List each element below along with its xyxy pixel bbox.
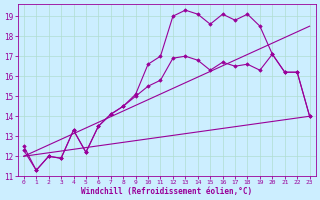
X-axis label: Windchill (Refroidissement éolien,°C): Windchill (Refroidissement éolien,°C): [81, 187, 252, 196]
